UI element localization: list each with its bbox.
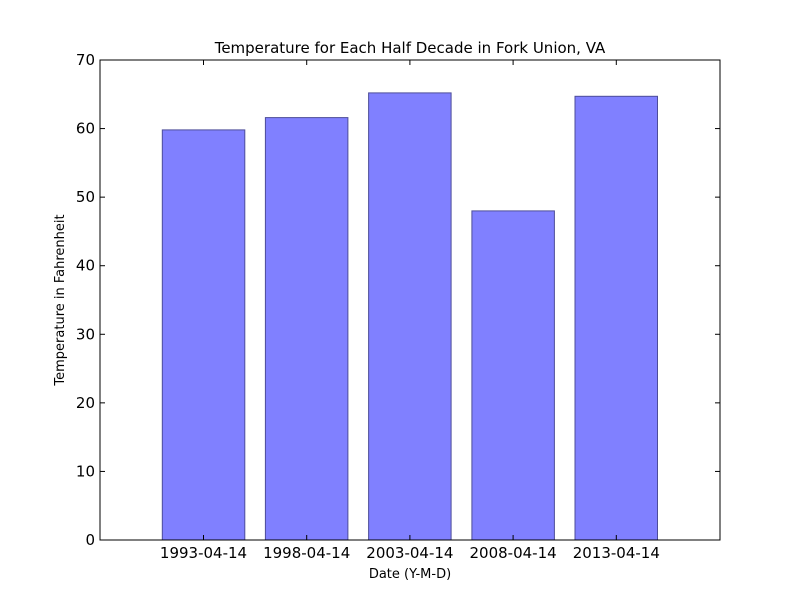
y-axis: 0 10 20 30 40 50 60 70 xyxy=(76,51,720,549)
y-tick-label: 10 xyxy=(76,462,95,480)
bar xyxy=(471,210,555,541)
y-tick-label: 20 xyxy=(76,394,95,412)
y-tick-label: 70 xyxy=(76,51,95,69)
x-tick-label: 1993-04-14 xyxy=(160,544,247,562)
bar xyxy=(161,129,246,541)
y-tick-label: 40 xyxy=(76,257,95,275)
bar xyxy=(574,95,658,541)
x-axis: 1993-04-14 1998-04-14 2003-04-14 2008-04-14… xyxy=(160,60,660,562)
bar xyxy=(264,117,349,541)
plot-frame xyxy=(99,59,721,541)
x-tick-label: 2013-04-14 xyxy=(573,544,660,562)
y-axis-label: Temperature in Fahrenheit xyxy=(53,214,68,386)
chart-title: Temperature for Each Half Decade in Fork… xyxy=(214,39,606,57)
bars-group xyxy=(161,92,658,541)
x-tick-label: 1998-04-14 xyxy=(263,544,350,562)
bar xyxy=(368,92,452,541)
y-tick-label: 30 xyxy=(76,325,95,343)
x-axis-label: Date (Y-M-D) xyxy=(369,567,451,582)
x-tick-label: 2003-04-14 xyxy=(366,544,453,562)
y-tick-label: 50 xyxy=(76,188,95,206)
y-tick-label: 60 xyxy=(76,120,95,138)
x-tick-label: 2008-04-14 xyxy=(470,544,557,562)
y-tick-label: 0 xyxy=(85,531,95,549)
